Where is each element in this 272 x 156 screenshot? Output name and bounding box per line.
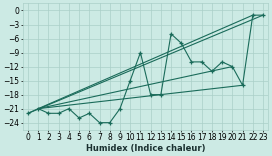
X-axis label: Humidex (Indice chaleur): Humidex (Indice chaleur)	[86, 144, 205, 153]
